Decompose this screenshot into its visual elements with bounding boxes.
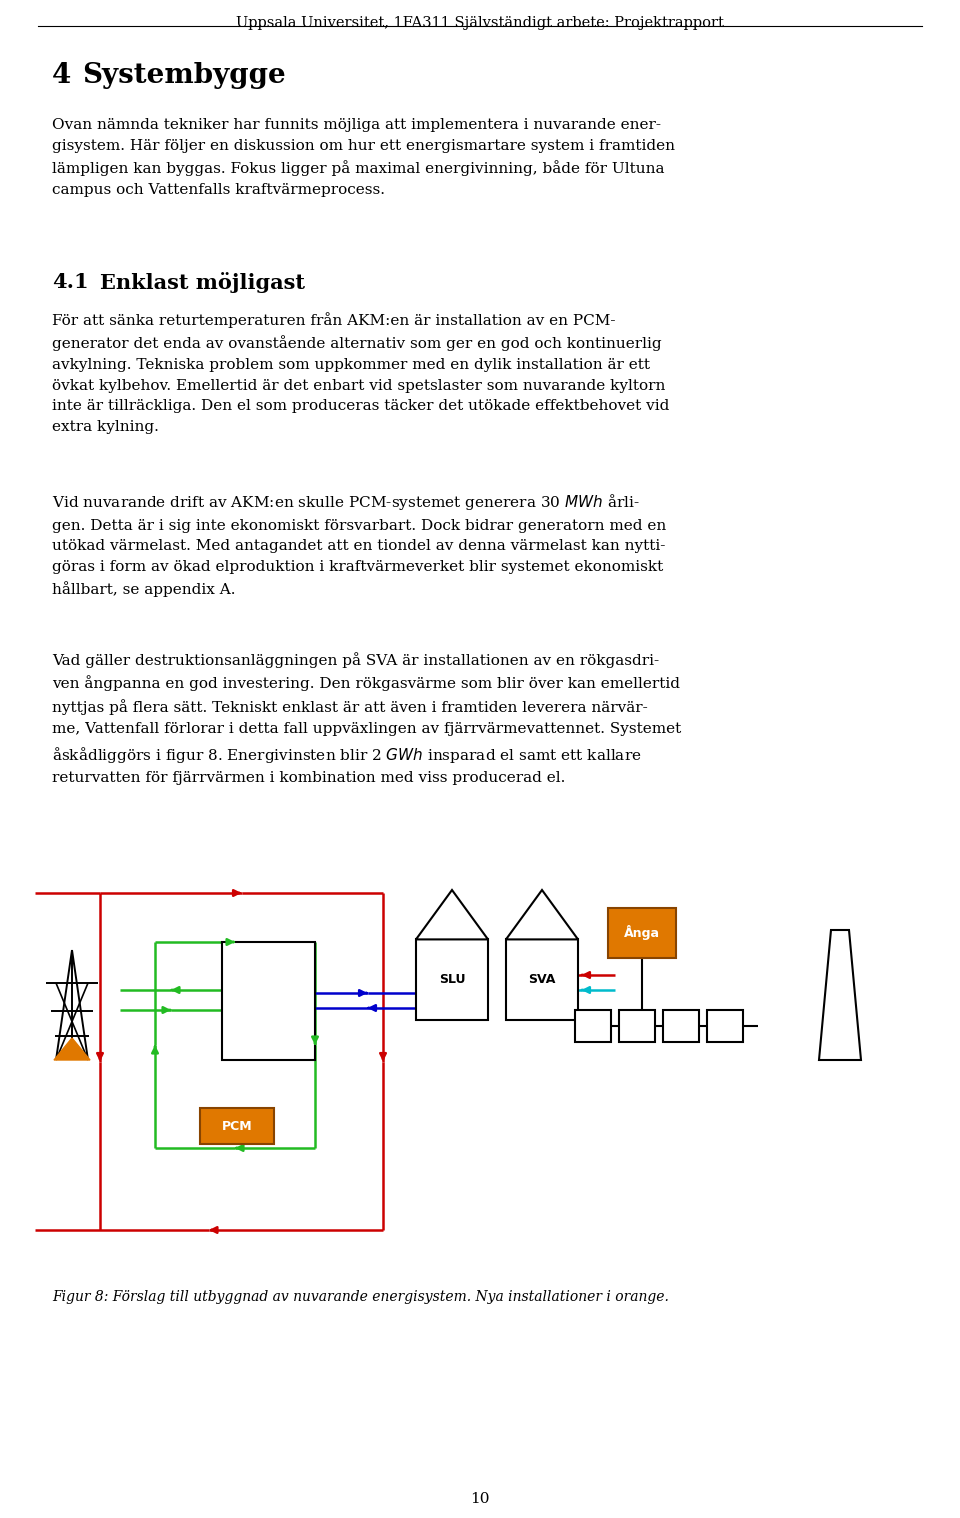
Text: Vad gäller destruktionsanläggningen på SVA är installationen av en rökgasdri-
ve: Vad gäller destruktionsanläggningen på S…: [52, 653, 682, 785]
FancyBboxPatch shape: [506, 940, 578, 1020]
Text: Enklast möjligast: Enklast möjligast: [100, 272, 305, 293]
FancyBboxPatch shape: [416, 940, 488, 1020]
FancyBboxPatch shape: [575, 1009, 611, 1041]
Text: Uppsala Universitet, 1FA311 Självständigt arbete: Projektrapport: Uppsala Universitet, 1FA311 Självständig…: [236, 17, 724, 30]
Text: Figur 8: Förslag till utbyggnad av nuvarande energisystem. Nya installationer i : Figur 8: Förslag till utbyggnad av nuvar…: [52, 1290, 669, 1304]
Polygon shape: [416, 890, 488, 940]
Polygon shape: [819, 931, 861, 1060]
Text: 4: 4: [52, 62, 71, 90]
Polygon shape: [506, 890, 578, 940]
FancyBboxPatch shape: [707, 1009, 743, 1041]
Polygon shape: [54, 1038, 90, 1060]
Text: Systembygge: Systembygge: [82, 62, 286, 90]
Text: SVA: SVA: [528, 973, 556, 987]
FancyBboxPatch shape: [619, 1009, 655, 1041]
Text: Vid nuvarande drift av AKM:en skulle PCM-systemet generera 30 $MWh$ årli-
gen. D: Vid nuvarande drift av AKM:en skulle PCM…: [52, 492, 666, 598]
FancyBboxPatch shape: [608, 908, 676, 958]
Text: 10: 10: [470, 1492, 490, 1506]
Text: PCM: PCM: [222, 1119, 252, 1132]
FancyBboxPatch shape: [200, 1108, 274, 1145]
Text: SLU: SLU: [439, 973, 466, 987]
Text: Ånga: Ånga: [624, 926, 660, 941]
Text: 4.1: 4.1: [52, 272, 88, 291]
FancyBboxPatch shape: [663, 1009, 699, 1041]
Text: Ovan nämnda tekniker har funnits möjliga att implementera i nuvarande ener-
gisy: Ovan nämnda tekniker har funnits möjliga…: [52, 118, 675, 197]
Text: För att sänka returtemperaturen från AKM:en är installation av en PCM-
generator: För att sänka returtemperaturen från AKM…: [52, 313, 669, 434]
FancyBboxPatch shape: [222, 943, 315, 1060]
